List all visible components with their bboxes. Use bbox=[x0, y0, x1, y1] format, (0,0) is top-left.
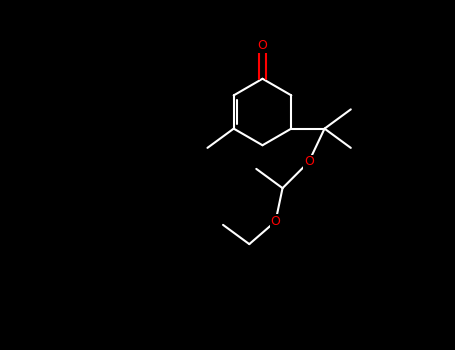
Text: O: O bbox=[304, 155, 314, 168]
Text: O: O bbox=[271, 215, 280, 228]
Text: O: O bbox=[258, 39, 268, 52]
